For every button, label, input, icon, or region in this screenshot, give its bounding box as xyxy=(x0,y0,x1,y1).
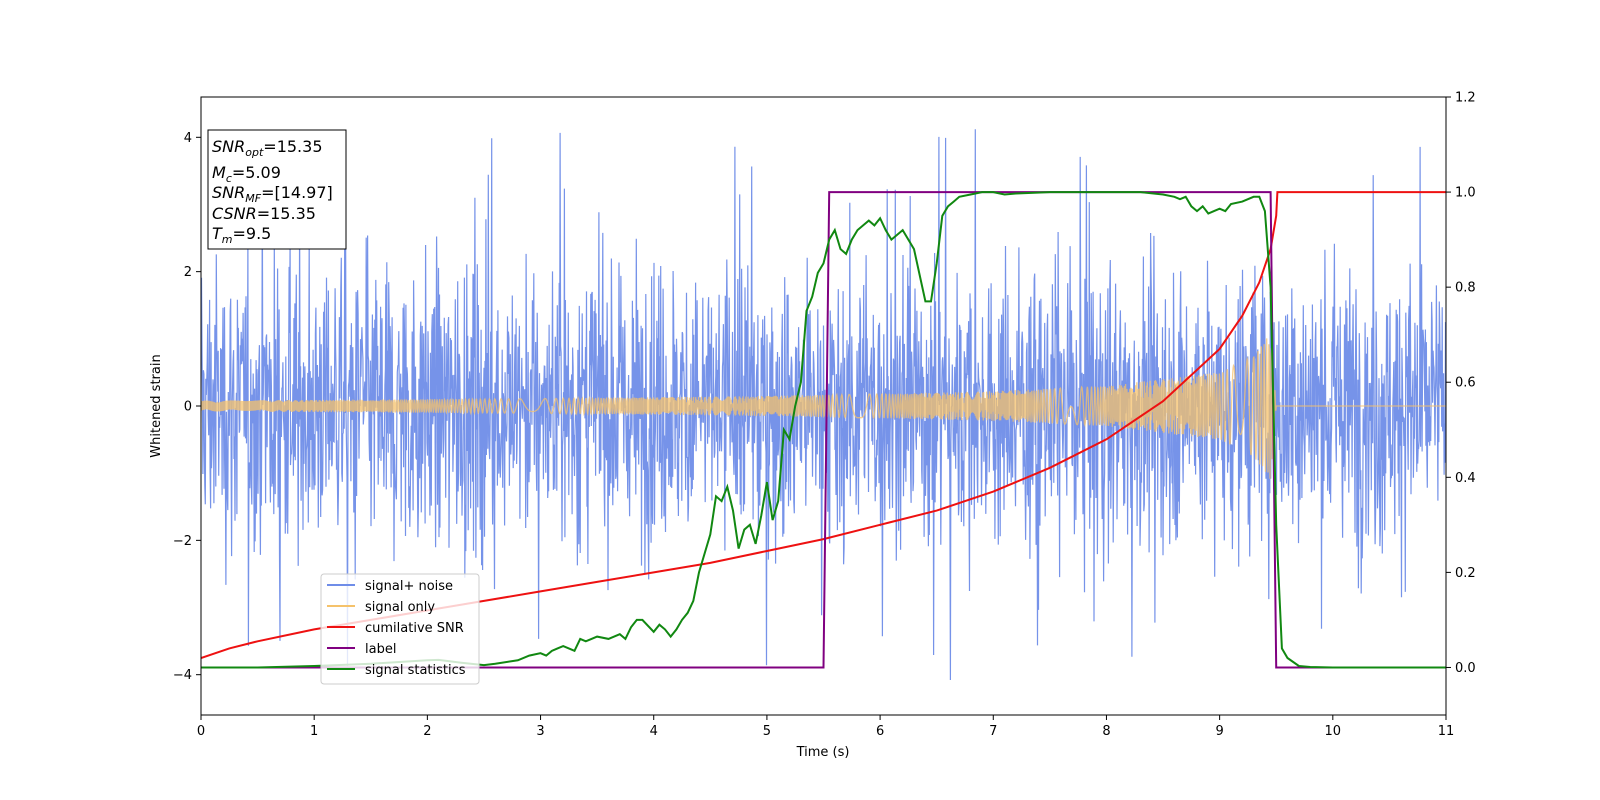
info-box-frame xyxy=(207,129,347,250)
x-tick-label: 0 xyxy=(197,724,205,739)
legend: signal+ noise signal only cumilative SNR… xyxy=(320,573,480,685)
axes-layer: 0 1 2 3 4 5 6 7 8 9 10 11 −4 −2 0 2 4 0.0 0.2 0.4 0.6 0.8 1.0 1… xyxy=(173,91,1476,740)
y-tick-label: 2 xyxy=(184,265,192,280)
x-tick-label: 2 xyxy=(423,724,431,739)
x-tick-label: 5 xyxy=(763,724,771,739)
y2-tick-label: 0.2 xyxy=(1455,566,1476,581)
x-tick-label: 6 xyxy=(876,724,884,739)
y2-tick-label: 1.2 xyxy=(1455,91,1476,106)
series-signal-noise xyxy=(201,129,1446,681)
info-mc: Mc=5.09 xyxy=(212,163,281,185)
legend-label-cumulative-snr: cumilative SNR xyxy=(365,621,464,636)
y-tick-label: 4 xyxy=(184,131,192,146)
info-tm: Tm=9.5 xyxy=(212,224,271,246)
legend-label-signal-only: signal only xyxy=(365,600,435,615)
legend-label-label: label xyxy=(365,642,396,657)
info-snr-opt: SNRopt=15.35 xyxy=(212,137,323,159)
y-tick-label: −4 xyxy=(173,668,192,683)
info-csnr: CSNR=15.35 xyxy=(212,204,316,223)
y2-tick-label: 0.0 xyxy=(1455,661,1476,676)
legend-frame xyxy=(320,573,480,685)
series-signal-only xyxy=(201,338,1446,479)
series-signal-statistics xyxy=(201,191,1446,669)
x-tick-label: 9 xyxy=(1215,724,1223,739)
legend-label-signal-statistics: signal statistics xyxy=(365,663,466,678)
x-tick-label: 7 xyxy=(989,724,997,739)
info-box: SNRopt=15.35 Mc=5.09 SNRMF=[14.97] CSNR=… xyxy=(207,129,347,250)
y2-tick-label: 1.0 xyxy=(1455,186,1476,201)
x-tick-label: 3 xyxy=(536,724,544,739)
y-tick-label: −2 xyxy=(173,534,192,549)
y2-tick-label: 0.8 xyxy=(1455,281,1476,296)
y2-tick-label: 0.6 xyxy=(1455,376,1476,391)
y2-tick-label: 0.4 xyxy=(1455,471,1476,486)
x-tick-label: 8 xyxy=(1102,724,1110,739)
y-tick-label: 0 xyxy=(184,400,192,415)
y-axis-label: Whitened strain xyxy=(149,354,164,457)
legend-label-signal-noise: signal+ noise xyxy=(365,579,453,594)
x-tick-label: 1 xyxy=(310,724,318,739)
x-axis-label: Time (s) xyxy=(796,745,850,760)
x-tick-label: 4 xyxy=(650,724,658,739)
x-tick-label: 10 xyxy=(1325,724,1342,739)
info-snr-mf: SNRMF=[14.97] xyxy=(212,183,333,205)
x-tick-label: 11 xyxy=(1438,724,1455,739)
